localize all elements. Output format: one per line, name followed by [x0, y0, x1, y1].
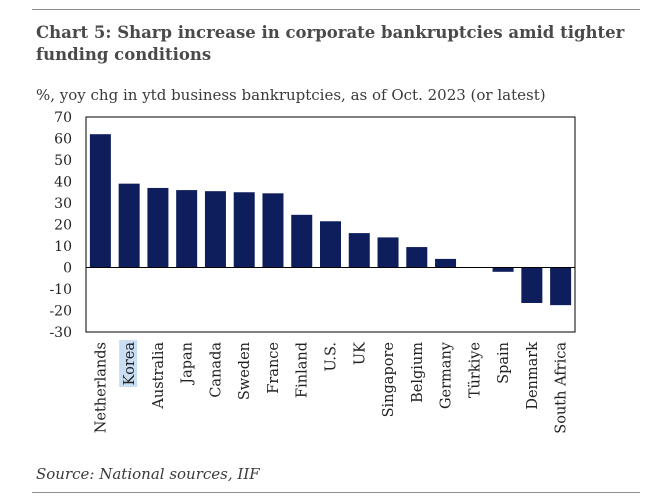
x-tick-label-korea: Korea — [122, 342, 138, 386]
y-tick-label: 20 — [54, 218, 72, 234]
bar-singapore — [377, 237, 399, 268]
y-tick-label: 40 — [54, 175, 72, 191]
source-note: Source: National sources, IIF — [36, 465, 260, 483]
bar-korea — [118, 183, 140, 268]
x-tick-label-japan: Japan — [180, 342, 196, 386]
y-tick-label: -30 — [49, 325, 72, 341]
y-tick-label: -10 — [49, 282, 72, 298]
x-tick-label-australia: Australia — [151, 342, 167, 410]
x-tick-label-germany: Germany — [439, 341, 455, 409]
plot-frame — [85, 116, 576, 333]
x-tick-label-south-africa: South Africa — [554, 342, 570, 434]
x-tick-label-u-s: U.S. — [324, 342, 340, 372]
bar-denmark — [521, 267, 543, 303]
bottom-rule — [32, 492, 640, 493]
x-tick-label-france: France — [266, 342, 282, 394]
bar-uk — [348, 233, 370, 268]
x-tick-label-finland: Finland — [295, 342, 311, 398]
top-rule — [32, 9, 640, 10]
bars — [89, 134, 572, 306]
highlight-korea — [119, 340, 138, 387]
bar-japan — [176, 190, 198, 268]
x-tick-label-canada: Canada — [208, 342, 224, 398]
x-tick-label-denmark: Denmark — [525, 342, 541, 410]
y-axis-ticks: 70 60 50 40 30 20 10 0 -10 -20 -30 — [49, 110, 72, 341]
x-axis-labels: Netherlands Korea Australia Japan Canada Swed… — [93, 340, 570, 434]
bar-belgium — [406, 247, 428, 268]
x-tick-label-sweden: Sweden — [237, 342, 253, 400]
bar-spain — [492, 267, 514, 272]
bar-finland — [291, 214, 313, 268]
bar-netherlands — [89, 134, 111, 268]
bar-south-africa — [550, 267, 572, 306]
bar-canada — [204, 191, 226, 268]
bar-u-s — [320, 221, 341, 268]
x-tick-label-netherlands: Netherlands — [93, 342, 109, 433]
x-tick-label-t-rkiye: Türkiye — [467, 342, 483, 398]
chart-title: Chart 5: Sharp increase in corporate ban… — [36, 23, 625, 64]
y-tick-label: 10 — [54, 239, 72, 255]
y-tick-label: -20 — [49, 304, 72, 320]
y-tick-label: 0 — [63, 261, 72, 277]
x-tick-label-belgium: Belgium — [410, 342, 426, 403]
bar-australia — [147, 187, 169, 268]
y-tick-label: 30 — [54, 196, 72, 212]
bar-germany — [435, 258, 457, 268]
y-tick-label: 60 — [54, 132, 72, 148]
bar-sweden — [233, 192, 255, 268]
y-tick-label: 70 — [54, 110, 72, 126]
x-tick-label-singapore: Singapore — [381, 342, 397, 417]
x-tick-label-spain: Spain — [496, 342, 512, 384]
y-tick-label: 50 — [54, 153, 72, 169]
x-tick-label-uk: UK — [352, 341, 368, 365]
chart-subtitle: %, yoy chg in ytd business bankruptcies,… — [36, 86, 546, 104]
bar-france — [262, 193, 284, 268]
